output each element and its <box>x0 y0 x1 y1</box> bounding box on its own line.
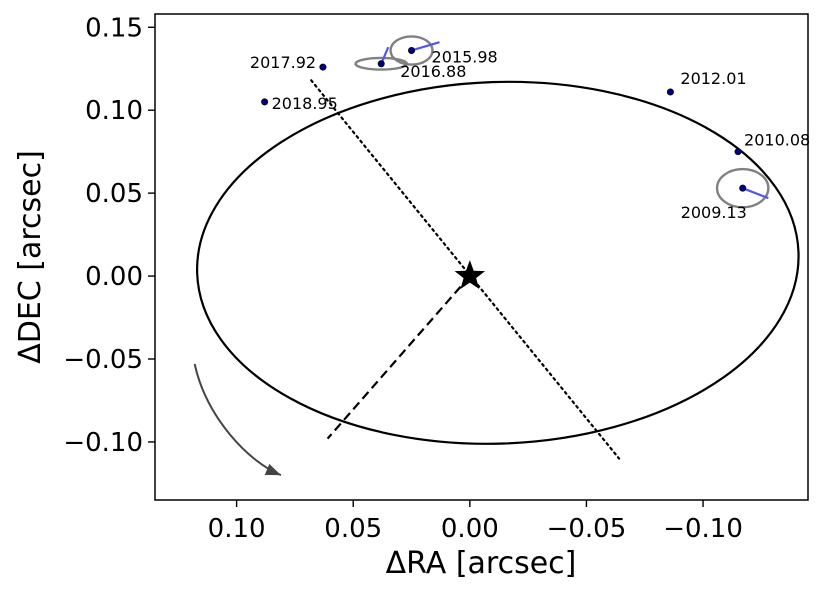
error-ellipse <box>389 35 434 66</box>
periastron-line <box>326 275 471 440</box>
plot-frame <box>154 13 809 501</box>
epoch-label: 2010.08 <box>744 131 810 150</box>
y-tick-label: 0.05 <box>85 179 143 209</box>
orbit-ellipse <box>195 80 800 445</box>
star-marker <box>454 260 486 290</box>
direction-arrow <box>193 363 282 477</box>
error-ellipse <box>715 167 770 209</box>
epoch-label: 2016.88 <box>400 62 466 81</box>
x-tick-label: 0.10 <box>208 514 266 544</box>
x-tick-label: 0.05 <box>324 514 382 544</box>
x-tick-label: −0.05 <box>547 514 627 544</box>
data-point <box>739 184 747 192</box>
x-tick-label: 0.00 <box>441 514 499 544</box>
x-axis: 0.10 0.05 0.00 −0.05 −0.10 <box>208 500 743 544</box>
residual-line <box>411 41 440 52</box>
y-tick-label: 0.10 <box>85 96 143 126</box>
epoch-label: 2018.95 <box>272 94 338 113</box>
epoch-label: 2017.92 <box>250 53 316 72</box>
data-point <box>261 98 269 106</box>
data-point <box>319 63 327 71</box>
residual-line <box>742 187 769 200</box>
data-point <box>408 46 416 54</box>
data-point <box>666 88 674 96</box>
y-tick-label: 0.00 <box>85 262 143 292</box>
y-tick-label: 0.15 <box>85 13 143 43</box>
y-axis: 0.15 0.10 0.05 0.00 −0.05 −0.10 <box>63 13 155 458</box>
x-axis-label: ΔRA [arcsec] <box>386 546 577 581</box>
plot-area <box>195 35 800 460</box>
y-tick-label: −0.10 <box>63 428 143 458</box>
epoch-label: 2009.13 <box>681 203 747 222</box>
epoch-label: 2012.01 <box>680 69 746 88</box>
line-of-nodes <box>310 79 621 460</box>
y-tick-label: −0.05 <box>63 345 143 375</box>
epoch-label: 2015.98 <box>432 47 498 66</box>
error-ellipse <box>354 56 409 71</box>
direction-arrow-head <box>264 463 281 476</box>
x-tick-label: −0.10 <box>663 514 743 544</box>
y-axis-label: ΔDEC [arcsec] <box>13 150 48 364</box>
data-point <box>734 148 742 156</box>
data-point <box>377 60 385 68</box>
